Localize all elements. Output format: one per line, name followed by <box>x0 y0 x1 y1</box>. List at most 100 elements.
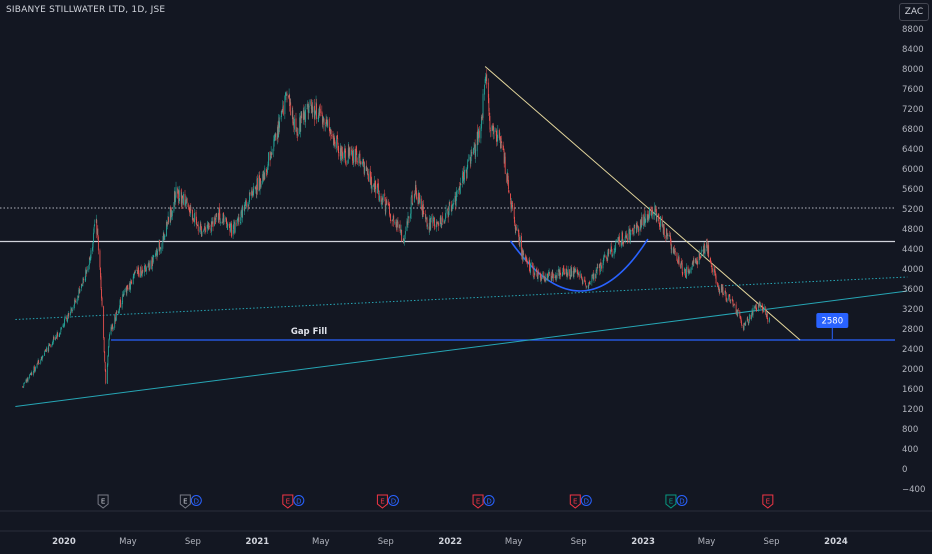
candle-body <box>107 356 109 366</box>
candle <box>323 117 325 132</box>
candle-body <box>547 275 549 282</box>
candle-body <box>89 257 91 260</box>
candle-body <box>308 109 310 113</box>
candle-body <box>382 194 384 200</box>
candle <box>412 202 414 206</box>
candle-body <box>691 268 693 270</box>
earnings-icon[interactable] <box>282 494 294 509</box>
candle-body <box>234 223 236 233</box>
candle <box>661 215 663 228</box>
currency-badge[interactable]: ZAC <box>899 3 929 21</box>
candle <box>208 222 210 230</box>
ascending-support-trendline[interactable] <box>15 290 908 407</box>
candle <box>599 263 601 276</box>
candle <box>148 260 150 272</box>
candle-body <box>502 144 504 150</box>
candle <box>126 285 128 297</box>
candle <box>410 195 412 219</box>
candle <box>429 214 431 235</box>
candle <box>757 302 759 312</box>
candle <box>233 221 235 224</box>
candle-body <box>188 208 190 211</box>
earnings-icon[interactable] <box>762 494 774 509</box>
dividend-icon[interactable] <box>387 495 399 506</box>
earnings-icon[interactable] <box>665 494 677 509</box>
candle <box>630 229 632 236</box>
candle <box>589 281 591 285</box>
candle-body <box>600 265 602 269</box>
candle <box>116 310 118 314</box>
candle-body <box>459 183 461 194</box>
dotted-trendline[interactable] <box>15 276 908 320</box>
candle-body <box>464 169 465 180</box>
candle <box>244 200 246 207</box>
candle-body <box>207 222 209 228</box>
candle-body <box>695 258 697 260</box>
candle <box>626 235 628 239</box>
candle-body <box>477 130 479 141</box>
candle <box>651 211 652 219</box>
candle <box>34 364 35 374</box>
earnings-icon[interactable] <box>97 494 109 509</box>
earnings-icon[interactable] <box>376 494 388 509</box>
candle-body <box>559 270 561 275</box>
dividend-icon[interactable] <box>580 495 592 506</box>
candle-body <box>681 261 683 264</box>
candle <box>646 210 648 223</box>
candle-body <box>540 273 542 281</box>
descending-trendline[interactable] <box>484 66 801 341</box>
candle <box>101 296 103 308</box>
candle <box>710 260 712 268</box>
price-callout-box[interactable] <box>816 313 849 328</box>
candle-body <box>155 252 157 255</box>
candle-body <box>519 240 520 247</box>
candle-body <box>697 260 698 265</box>
candle <box>723 292 724 296</box>
candle <box>107 345 109 357</box>
event-marker[interactable]: E <box>97 494 109 509</box>
candle <box>181 196 183 199</box>
candle-body <box>159 240 161 252</box>
candle-body <box>496 135 498 141</box>
event-marker[interactable]: E <box>762 494 774 509</box>
dividend-icon[interactable] <box>676 495 688 506</box>
candle <box>119 299 121 308</box>
earnings-icon[interactable] <box>179 494 191 509</box>
candle <box>96 228 98 236</box>
candle <box>469 156 471 169</box>
dividend-icon[interactable] <box>190 495 202 506</box>
price-callout[interactable]: 2580 <box>816 313 849 339</box>
candle <box>81 284 82 292</box>
candle-body <box>204 225 206 231</box>
candle <box>151 254 153 272</box>
earnings-icon[interactable] <box>472 494 484 509</box>
candle <box>358 153 360 167</box>
candle <box>677 258 678 264</box>
candle <box>359 150 361 167</box>
candle <box>596 263 598 275</box>
candle-body <box>445 213 446 220</box>
candle <box>149 267 151 272</box>
candle <box>755 304 757 310</box>
dividend-icon[interactable] <box>293 495 305 506</box>
candle <box>226 223 228 230</box>
candle <box>444 220 445 224</box>
candle <box>650 205 652 216</box>
candle-body <box>212 221 214 227</box>
dividend-icon[interactable] <box>483 495 495 506</box>
candle-body <box>719 290 721 294</box>
candle-body <box>41 356 43 360</box>
candle <box>500 135 501 150</box>
cup-curve[interactable] <box>509 238 649 292</box>
candle <box>447 207 449 215</box>
earnings-icon[interactable] <box>569 494 581 509</box>
candle <box>700 256 702 259</box>
